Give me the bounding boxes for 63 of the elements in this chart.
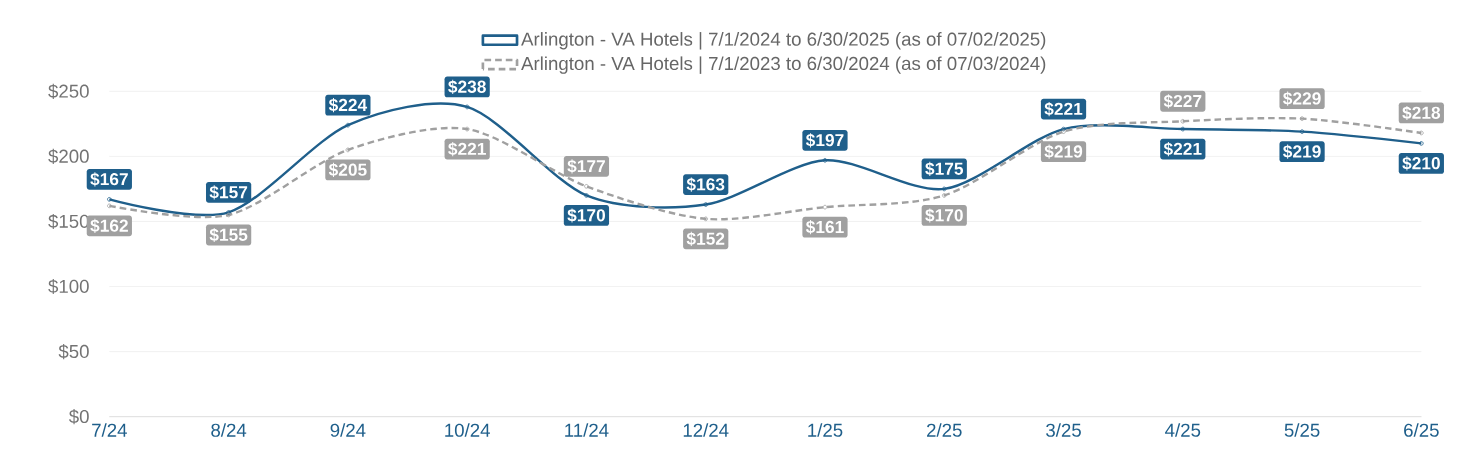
data-label: $224 (328, 98, 368, 113)
point (941, 186, 947, 192)
point (107, 197, 112, 202)
point (822, 204, 828, 210)
data-label: $197 (805, 133, 844, 148)
data-label: $175 (925, 161, 964, 177)
point (464, 126, 470, 132)
point (1419, 141, 1424, 146)
data-label: $238 (448, 79, 486, 95)
point (1180, 126, 1186, 132)
data-label: $170 (567, 208, 605, 223)
x-tick-label: 8/24 (211, 423, 247, 437)
point (107, 203, 112, 209)
y-tick-label: $0 (68, 409, 89, 425)
data-label: $167 (90, 172, 128, 187)
data-label: $221 (1163, 142, 1202, 157)
data-label: $210 (1402, 156, 1440, 171)
data-label: $229 (1283, 91, 1321, 106)
x-tick-label: 9/24 (330, 423, 366, 437)
x-tick-label: 12/24 (683, 423, 729, 437)
y-tick-label: $100 (48, 278, 89, 295)
data-label: $221 (448, 142, 486, 157)
data-label: $219 (1283, 144, 1321, 159)
data-label: $219 (1044, 144, 1083, 159)
data-label: $218 (1402, 105, 1441, 121)
x-tick-label: 1/25 (808, 423, 843, 437)
legend-label: Arlington - VA Hotels | 7/1/2023 to 6/30/2024 (as of 07/03/2024) (521, 56, 1046, 74)
x-tick-label: 4/25 (1165, 423, 1201, 437)
data-label: $161 (805, 220, 844, 235)
point (1419, 130, 1424, 136)
point (345, 147, 351, 153)
data-label: $162 (90, 218, 128, 233)
data-label: $157 (209, 185, 248, 200)
data-label: $221 (1044, 101, 1083, 117)
point (822, 158, 828, 163)
point (584, 193, 589, 198)
point (1299, 129, 1305, 134)
point (941, 193, 947, 198)
data-label: $177 (567, 159, 605, 174)
x-tick-label: 11/24 (565, 423, 609, 437)
point (464, 104, 470, 110)
point (703, 216, 708, 222)
point (1299, 116, 1305, 121)
point (584, 184, 589, 189)
y-tick-label: $50 (58, 344, 89, 360)
y-tick-label: $250 (48, 83, 89, 99)
data-label: $163 (686, 177, 725, 192)
legend-label: Arlington - VA Hotels | 7/1/2024 to 6/30/2025 (as of 07/02/2025) (521, 32, 1046, 50)
x-tick-label: 7/24 (92, 423, 127, 437)
data-label: $205 (328, 162, 367, 177)
x-tick-label: 6/25 (1404, 423, 1439, 437)
x-tick-label: 5/25 (1284, 423, 1320, 437)
x-tick-label: 10/24 (445, 423, 490, 437)
x-tick-label: 3/25 (1046, 423, 1081, 437)
point (345, 122, 351, 128)
point (703, 202, 708, 207)
point (1180, 118, 1186, 124)
data-label: $155 (209, 227, 248, 243)
data-label: $227 (1163, 94, 1202, 109)
x-tick-label: 2/25 (927, 423, 962, 437)
data-label: $170 (925, 208, 963, 223)
data-label: $152 (686, 231, 725, 246)
y-tick-label: $200 (48, 148, 89, 164)
